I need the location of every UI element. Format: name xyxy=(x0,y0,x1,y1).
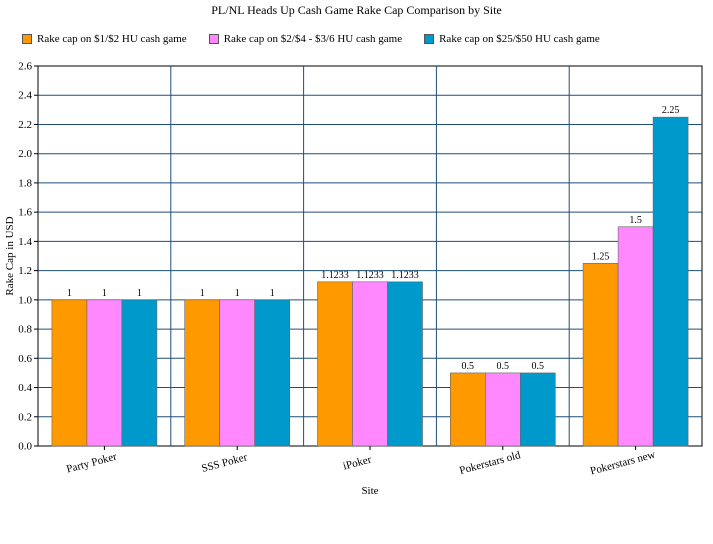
legend-label-series-2: Rake cap on $2/$4 - $3/6 HU cash game xyxy=(223,33,403,45)
bar xyxy=(51,299,88,447)
data-label: 0.5 xyxy=(532,361,545,372)
bar xyxy=(484,372,521,447)
bar xyxy=(449,372,486,447)
data-label: 1 xyxy=(137,288,142,299)
y-tick-label: 2.6 xyxy=(18,61,32,73)
bar xyxy=(617,226,654,447)
y-tick-label: 2.0 xyxy=(18,148,32,160)
data-label: 2.25 xyxy=(662,105,680,116)
data-label: 1.25 xyxy=(592,251,610,262)
legend-entry-series-2: Rake cap on $2/$4 - $3/6 HU cash game xyxy=(208,33,403,45)
bar xyxy=(387,281,423,447)
x-tick-label: Party Poker xyxy=(65,451,118,476)
chart-title: PL/NL Heads Up Cash Game Rake Cap Compar… xyxy=(211,3,502,17)
data-label: 0.5 xyxy=(497,361,510,372)
x-tick-label: Pokerstars old xyxy=(458,449,522,477)
data-label: 1 xyxy=(67,288,72,299)
x-tick-label: Pokerstars new xyxy=(589,449,657,478)
data-label: 1.5 xyxy=(629,215,642,226)
y-tick-label: 1.4 xyxy=(18,236,32,248)
data-label: 1.1233 xyxy=(356,270,384,281)
data-label: 1 xyxy=(102,288,107,299)
x-axis-title: Site xyxy=(361,485,378,497)
y-tick-label: 1.2 xyxy=(18,265,32,277)
legend-swatch-series-2 xyxy=(208,34,219,44)
y-tick-label: 1.8 xyxy=(18,177,32,189)
y-tick-label: 2.4 xyxy=(18,90,32,102)
bar xyxy=(121,299,158,447)
data-label: 1 xyxy=(270,288,275,299)
y-tick-label: 0.8 xyxy=(18,324,32,336)
bar xyxy=(352,281,388,447)
y-tick-label: 1.6 xyxy=(18,207,32,219)
legend-label-series-1: Rake cap on $1/$2 HU cash game xyxy=(37,33,187,45)
bar xyxy=(652,116,689,447)
bar xyxy=(582,263,619,447)
bar xyxy=(184,299,220,447)
bar xyxy=(317,281,353,447)
y-tick-label: 0.6 xyxy=(18,353,32,365)
bar xyxy=(86,299,123,447)
legend-swatch-series-3 xyxy=(424,34,435,44)
legend-entry-series-1: Rake cap on $1/$2 HU cash game xyxy=(22,33,187,45)
legend-entry-series-3: Rake cap on $25/$50 HU cash game xyxy=(424,33,600,45)
y-tick-label: 0.4 xyxy=(18,382,32,394)
bar xyxy=(254,299,290,447)
bar xyxy=(519,372,556,447)
legend-label-series-3: Rake cap on $25/$50 HU cash game xyxy=(439,33,600,45)
y-tick-label: 0.2 xyxy=(18,411,32,423)
y-tick-label: 2.2 xyxy=(18,119,32,131)
data-label: 1 xyxy=(235,288,240,299)
x-tick-label: SSS Poker xyxy=(200,451,249,475)
data-label: 1.1233 xyxy=(391,270,419,281)
data-label: 0.5 xyxy=(462,361,475,372)
data-label: 1.1233 xyxy=(321,270,349,281)
data-label: 1 xyxy=(200,288,205,299)
y-tick-label: 1.0 xyxy=(18,294,32,306)
bar xyxy=(219,299,255,447)
x-tick-label: iPoker xyxy=(342,454,373,473)
legend-swatch-series-1 xyxy=(22,34,32,44)
y-axis-title: Rake Cap in USD xyxy=(4,216,16,295)
y-tick-label: 0.0 xyxy=(18,441,32,453)
legend: Rake cap on $1/$2 HU cash game Rake cap … xyxy=(22,33,600,45)
